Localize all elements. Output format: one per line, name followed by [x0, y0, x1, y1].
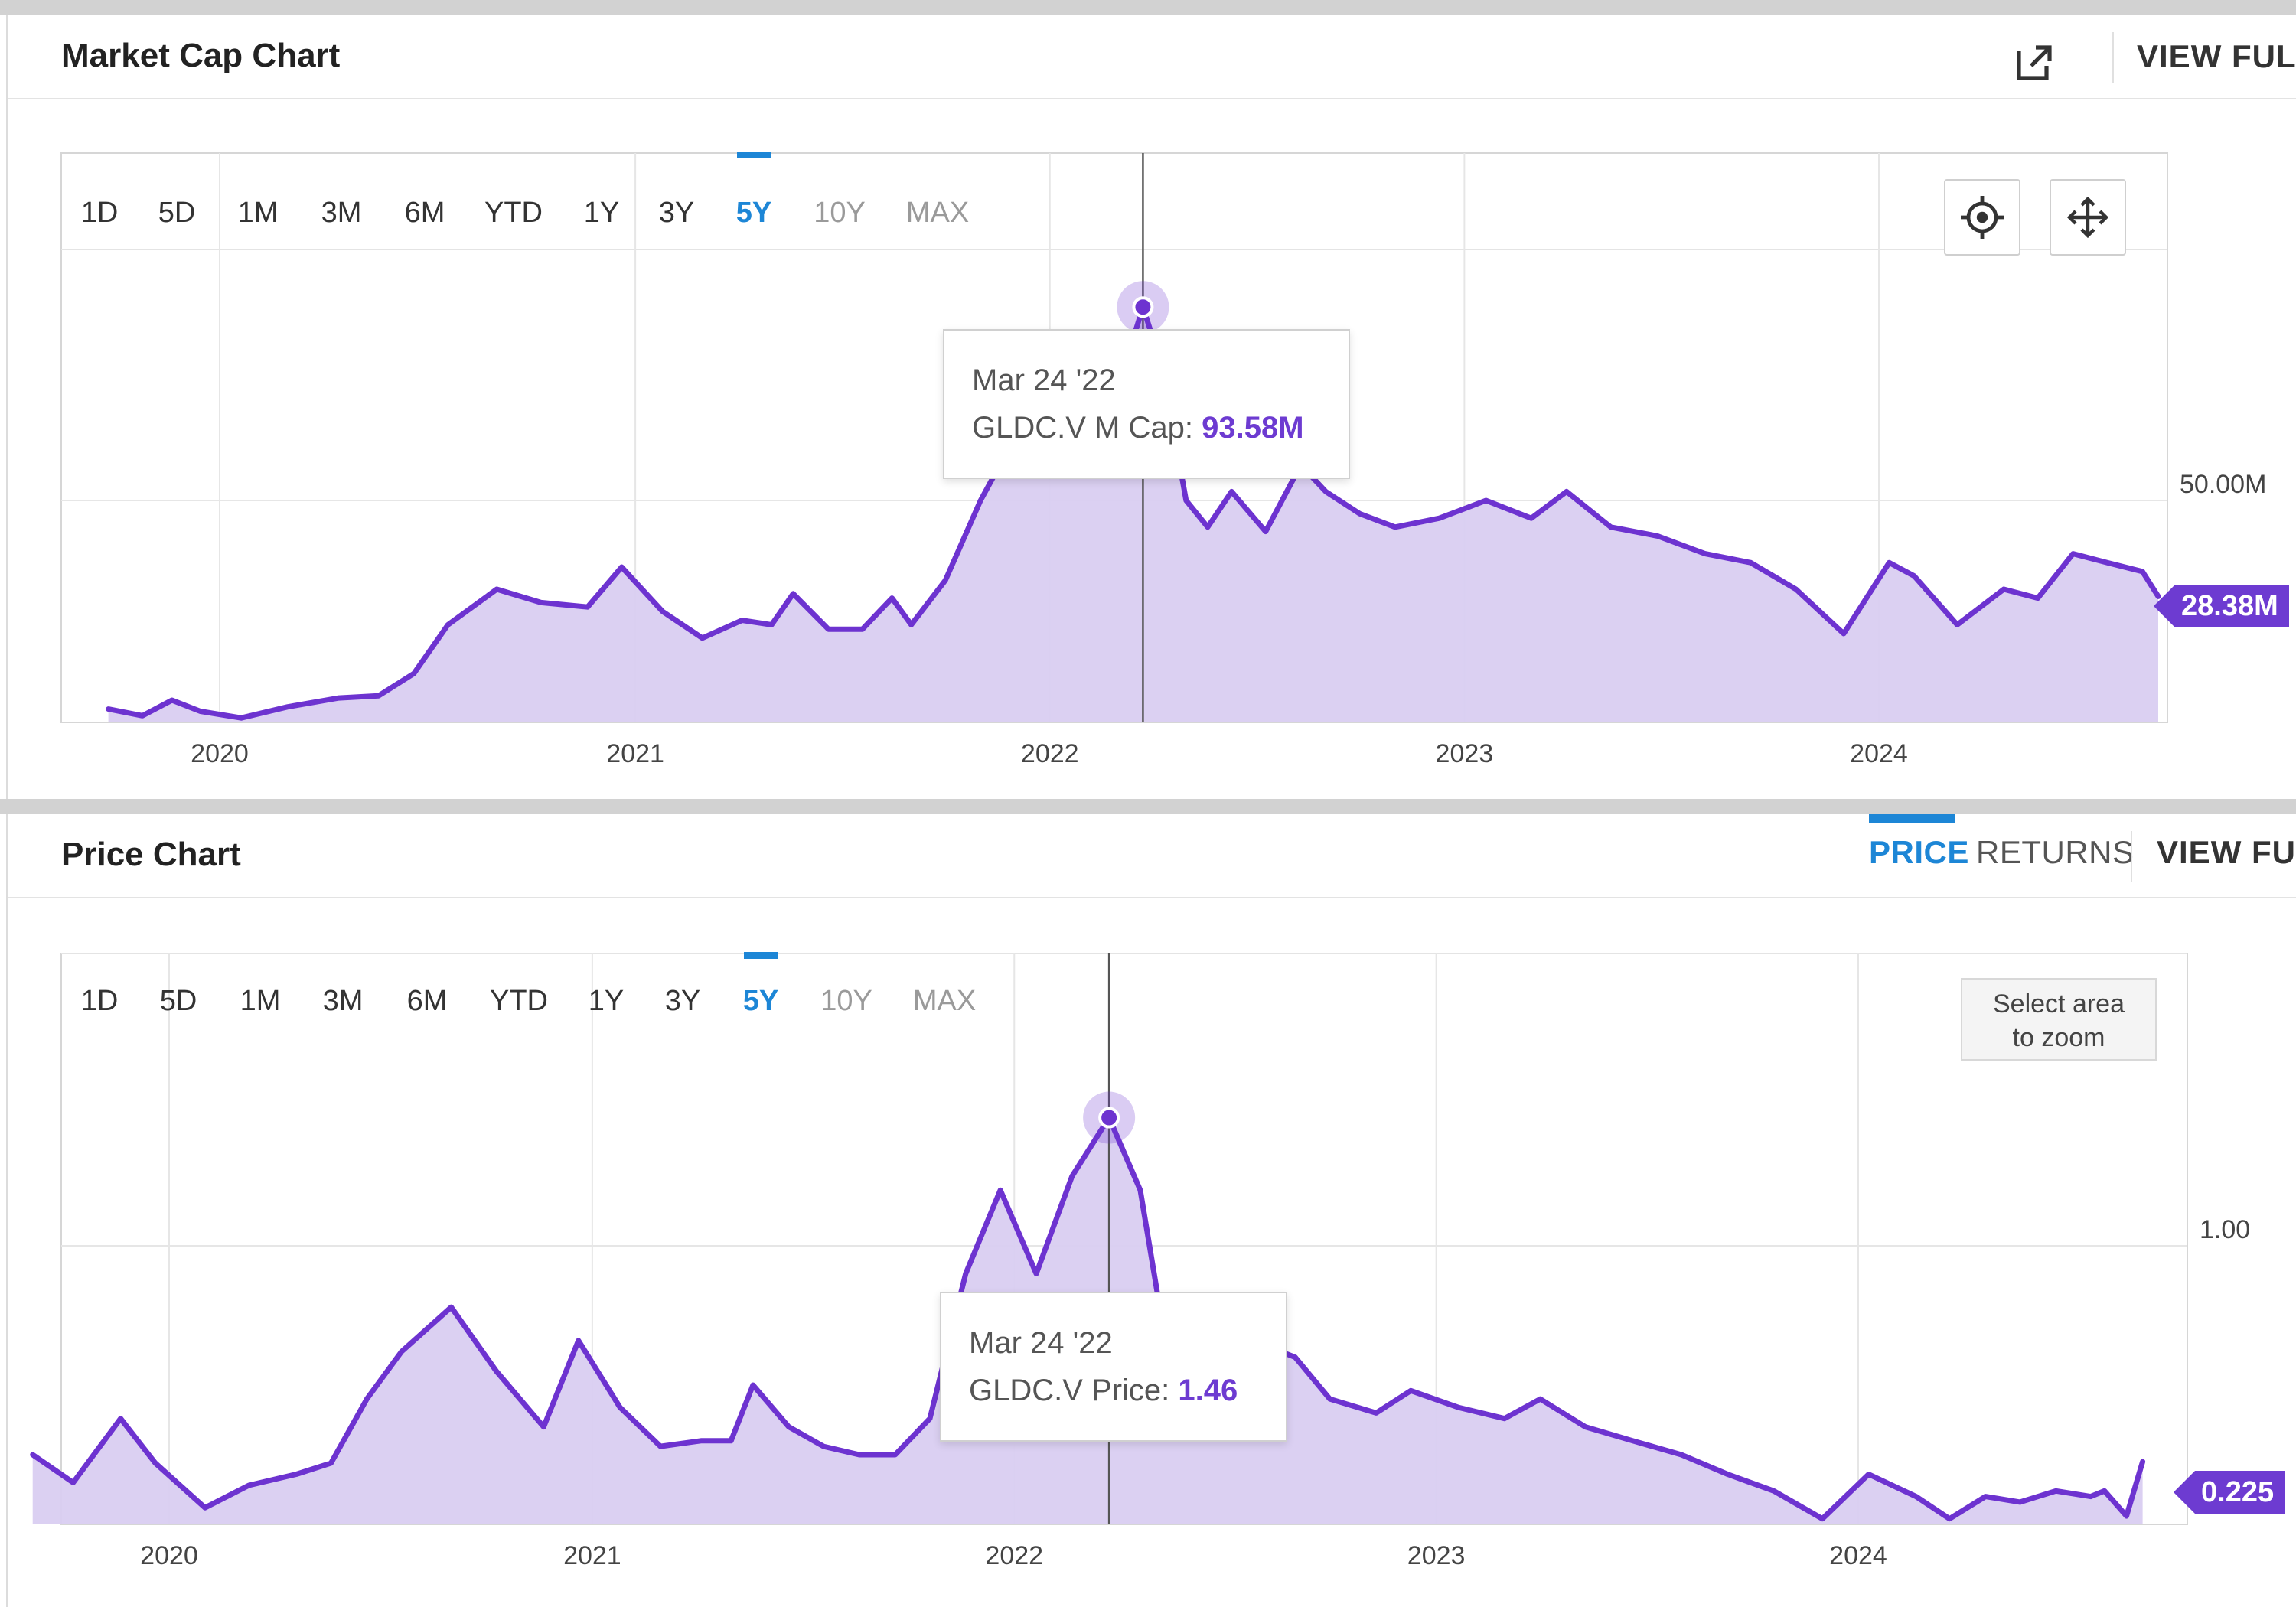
- x-tick-label-2021: 2021: [606, 739, 664, 768]
- x-tick-label-2020: 2020: [140, 1541, 198, 1570]
- range-button-10y[interactable]: 10Y: [820, 985, 872, 1017]
- range-button-5d[interactable]: 5D: [158, 197, 196, 229]
- panel-title: Market Cap Chart: [61, 37, 341, 74]
- hover-point: [1132, 296, 1154, 318]
- last-value-badge: 0.225: [2173, 1471, 2285, 1514]
- tab-price[interactable]: PRICE: [1869, 834, 1969, 870]
- range-button-3m[interactable]: 3M: [323, 985, 364, 1017]
- move-arrows-icon: [2066, 196, 2109, 239]
- range-button-1d[interactable]: 1D: [81, 197, 119, 229]
- tooltip-label: GLDC.V Price:: [969, 1374, 1170, 1407]
- market-cap-panel: Market Cap Chart VIEW FULL 2020 2021 2022 2…: [6, 15, 2296, 799]
- x-tick-label-2024: 2024: [1850, 739, 1908, 768]
- tooltip-value: 1.46: [1178, 1374, 1238, 1407]
- price-chart[interactable]: 2020 2021 2022 2023 2024 1.00 1D 5D 1M 3M 6M YTD 1Y 3…: [8, 814, 2296, 1607]
- x-tick-label-2023: 2023: [1436, 739, 1494, 768]
- price-header: Price Chart PRICE RETURNS VIEW FUL: [8, 814, 2296, 898]
- range-button-1m[interactable]: 1M: [238, 197, 279, 229]
- pan-button[interactable]: [2050, 179, 2126, 256]
- range-button-1d[interactable]: 1D: [81, 985, 119, 1017]
- price-tooltip: Mar 24 '22 GLDC.V Price: 1.46: [940, 1292, 1287, 1442]
- tooltip-label: GLDC.V M Cap:: [972, 411, 1193, 445]
- range-button-1y[interactable]: 1Y: [589, 985, 624, 1017]
- header-divider: [2131, 831, 2132, 882]
- x-tick-label-2022: 2022: [1021, 739, 1079, 768]
- hover-point: [1098, 1107, 1120, 1129]
- range-button-6m[interactable]: 6M: [407, 985, 448, 1017]
- range-button-3m[interactable]: 3M: [321, 197, 362, 229]
- y-tick-label: 1.00: [2200, 1215, 2250, 1244]
- y-tick-label: 50.00M: [2180, 470, 2266, 499]
- crosshair-button[interactable]: [1944, 179, 2020, 256]
- tooltip-row: GLDC.V Price: 1.46: [969, 1367, 1258, 1414]
- x-tick-label-2022: 2022: [985, 1541, 1043, 1570]
- zoom-hint-line-1: Select area: [1993, 989, 2125, 1019]
- x-tick-label-2024: 2024: [1829, 1541, 1887, 1570]
- tooltip-date: Mar 24 '22: [972, 363, 1116, 397]
- range-button-10y[interactable]: 10Y: [814, 197, 866, 229]
- range-button-5y[interactable]: 5Y: [743, 985, 778, 1017]
- range-button-3y[interactable]: 3Y: [665, 985, 700, 1017]
- range-button-max[interactable]: MAX: [906, 197, 969, 229]
- panel-separator-middle: [0, 799, 2296, 814]
- active-range-indicator: [744, 952, 778, 959]
- tooltip-date: Mar 24 '22: [969, 1326, 1113, 1360]
- range-button-3y[interactable]: 3Y: [659, 197, 694, 229]
- external-link-icon[interactable]: [2013, 41, 2056, 84]
- tab-returns[interactable]: RETURNS: [1976, 834, 2135, 870]
- active-range-indicator: [737, 152, 771, 158]
- series-area: [108, 307, 2158, 722]
- active-tab-indicator: [1869, 814, 1955, 823]
- range-button-ytd[interactable]: YTD: [484, 197, 543, 229]
- range-button-5y[interactable]: 5Y: [736, 197, 771, 229]
- tooltip-row: GLDC.V M Cap: 93.58M: [972, 404, 1321, 451]
- x-tick-label-2023: 2023: [1407, 1541, 1466, 1570]
- market-cap-tooltip: Mar 24 '22 GLDC.V M Cap: 93.58M: [943, 329, 1350, 479]
- header-divider: [2112, 32, 2114, 83]
- range-button-5d[interactable]: 5D: [160, 985, 197, 1017]
- tooltip-value: 93.58M: [1202, 411, 1304, 445]
- range-button-ytd[interactable]: YTD: [490, 985, 548, 1017]
- price-panel: Price Chart PRICE RETURNS VIEW FUL 20202…: [6, 814, 2296, 1607]
- range-button-1m[interactable]: 1M: [240, 985, 281, 1017]
- crosshair-icon: [1961, 196, 2004, 239]
- view-full-button[interactable]: VIEW FULL: [2137, 38, 2296, 74]
- market-cap-header: Market Cap Chart VIEW FULL: [8, 15, 2296, 99]
- x-tick-label-2020: 2020: [191, 739, 249, 768]
- range-button-1y[interactable]: 1Y: [584, 197, 619, 229]
- panel-separator-top: [0, 0, 2296, 15]
- panel-title: Price Chart: [61, 836, 241, 873]
- range-button-6m[interactable]: 6M: [405, 197, 445, 229]
- view-full-button[interactable]: VIEW FUL: [2157, 834, 2296, 870]
- select-area-zoom-hint: Select area to zoom: [1961, 978, 2157, 1061]
- last-value-badge: 28.38M: [2154, 585, 2289, 627]
- zoom-hint-line-2: to zoom: [2012, 1023, 2105, 1052]
- range-button-max[interactable]: MAX: [913, 985, 976, 1017]
- x-tick-label-2021: 2021: [563, 1541, 621, 1570]
